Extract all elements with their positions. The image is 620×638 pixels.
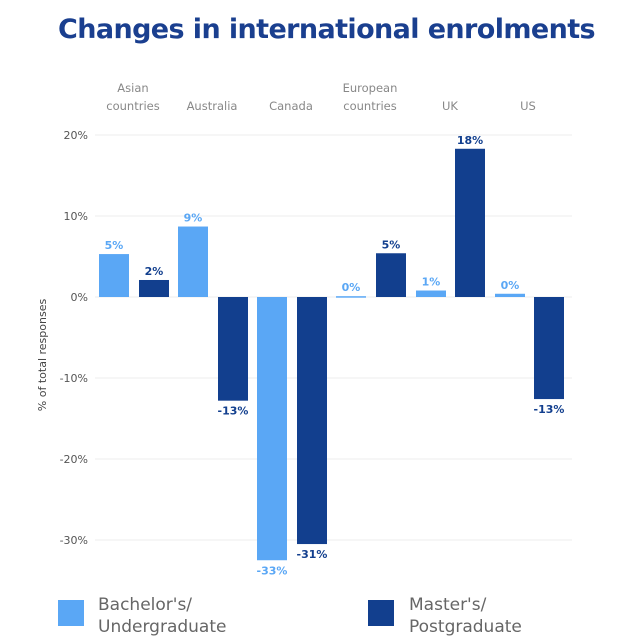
y-axis-label: % of total responses bbox=[36, 299, 49, 412]
category-label: European bbox=[343, 81, 398, 95]
bar-master bbox=[455, 148, 485, 297]
data-label: 1% bbox=[422, 276, 441, 289]
data-label: 5% bbox=[105, 239, 124, 252]
data-label: 18% bbox=[457, 134, 483, 147]
y-tick-label: -10% bbox=[60, 372, 88, 385]
data-label: 0% bbox=[501, 279, 520, 292]
y-tick-label: -30% bbox=[60, 534, 88, 547]
legend-swatch-bachelor bbox=[58, 600, 84, 626]
category-label: Canada bbox=[269, 99, 313, 113]
data-label: 9% bbox=[184, 212, 203, 225]
data-label: -13% bbox=[218, 405, 249, 418]
bar-master bbox=[218, 297, 248, 401]
bar-bachelor bbox=[178, 226, 208, 297]
data-label: 2% bbox=[145, 265, 164, 278]
bar-bachelor bbox=[495, 293, 525, 297]
legend-label-master-line-1: Master's/ bbox=[409, 595, 487, 615]
bar-master bbox=[139, 279, 169, 297]
y-tick-label: -20% bbox=[60, 453, 88, 466]
bar-bachelor bbox=[336, 296, 366, 298]
bar-master bbox=[376, 253, 406, 297]
y-tick-label: 10% bbox=[64, 210, 88, 223]
bar-bachelor bbox=[257, 297, 287, 561]
y-tick-label: 20% bbox=[64, 129, 88, 142]
chart-title: Changes in international enrolments bbox=[58, 14, 596, 45]
legend-label-bachelor-line-2: Undergraduate bbox=[98, 617, 227, 637]
data-label: 0% bbox=[342, 281, 361, 294]
bar-bachelor bbox=[416, 290, 446, 297]
legend-label-master-line-2: Postgraduate bbox=[409, 617, 522, 637]
legend-label-master: Master's/ Postgraduate bbox=[409, 594, 609, 638]
data-label: 5% bbox=[382, 238, 401, 251]
category-label: US bbox=[520, 99, 536, 113]
data-label: -13% bbox=[534, 403, 565, 416]
legend-label-bachelor-line-1: Bachelor's/ bbox=[98, 595, 193, 615]
category-label: countries bbox=[106, 99, 159, 113]
category-label: Australia bbox=[187, 99, 238, 113]
data-label: -31% bbox=[297, 548, 328, 561]
y-tick-label: 0% bbox=[71, 291, 88, 304]
bar-master bbox=[534, 297, 564, 400]
category-label: UK bbox=[442, 99, 458, 113]
category-label: Asian bbox=[117, 81, 148, 95]
category-label: countries bbox=[343, 99, 396, 113]
legend-swatch-master bbox=[368, 600, 394, 626]
legend-label-bachelor: Bachelor's/ Undergraduate bbox=[98, 594, 298, 638]
data-label: -33% bbox=[257, 564, 288, 577]
bar-master bbox=[297, 297, 327, 545]
bar-bachelor bbox=[99, 254, 129, 297]
